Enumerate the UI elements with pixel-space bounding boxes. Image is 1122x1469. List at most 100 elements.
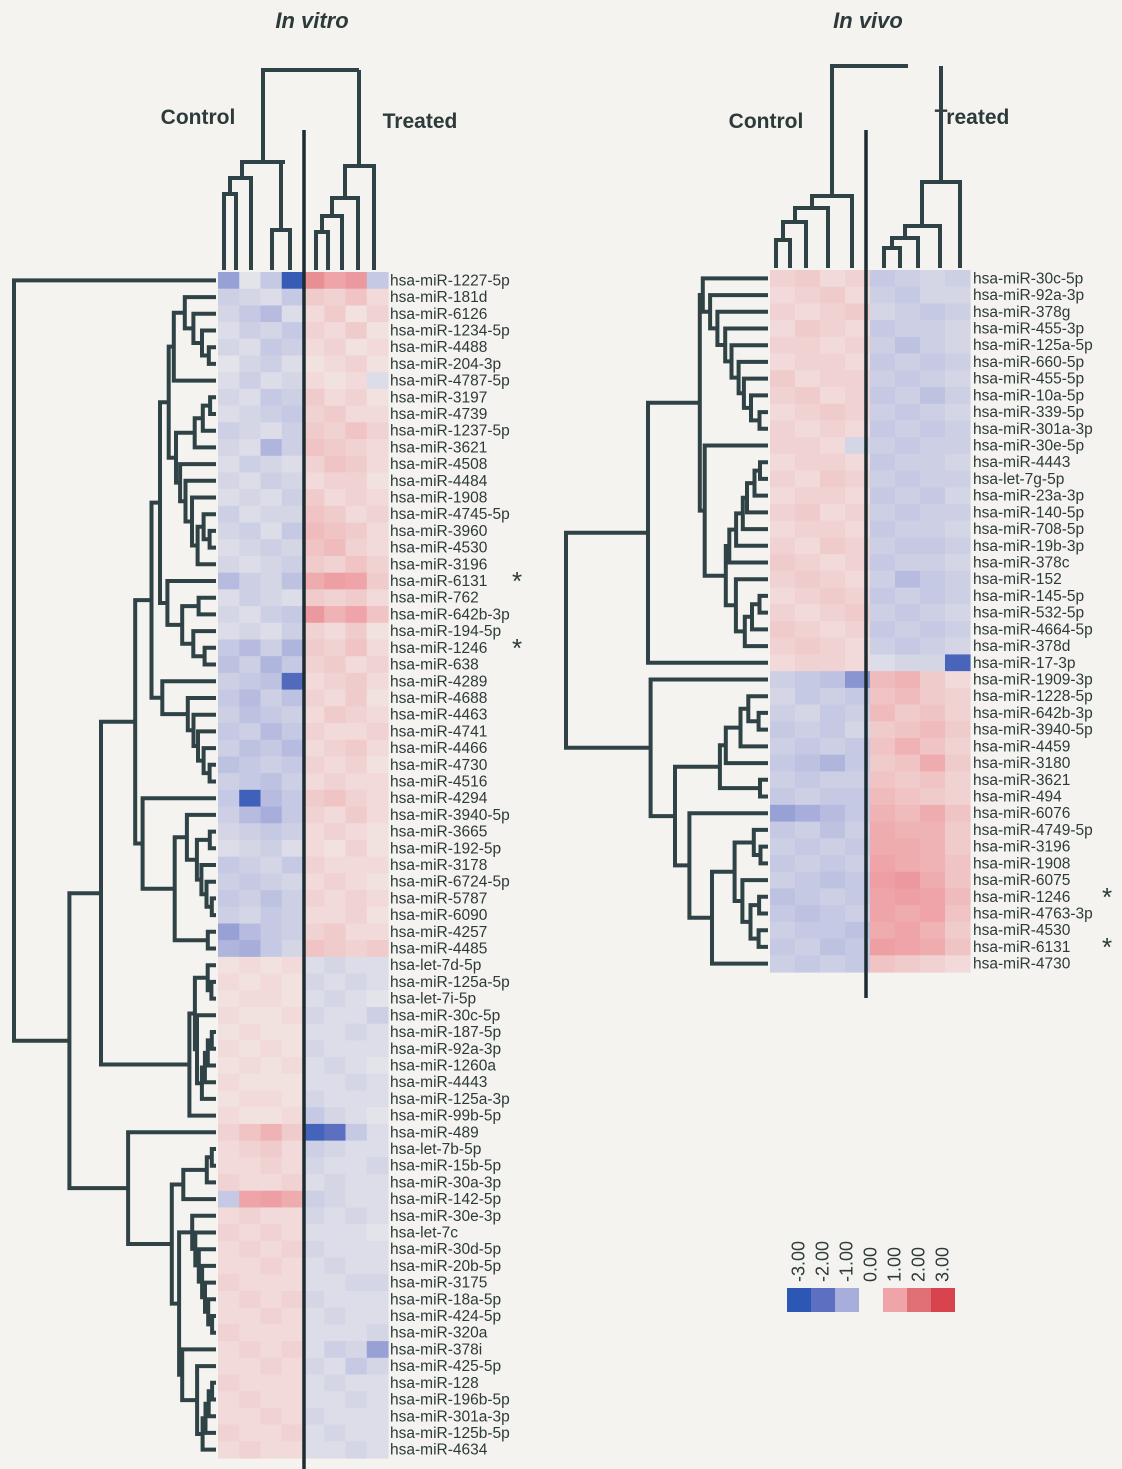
heatmap-cell-hsa-mir-4664-5p-c1	[770, 621, 796, 639]
heatmap-cell-hsa-mir-489-c4	[281, 1123, 304, 1142]
significance-marker: *	[1102, 932, 1112, 962]
heatmap-cell-hsa-mir-4459-c8	[945, 738, 971, 756]
heatmap-cell-hsa-mir-494-c7	[920, 788, 946, 806]
heatmap-cell-hsa-mir-6090-c2	[239, 906, 262, 925]
row-label-hsa-mir-6724-5p: hsa-miR-6724-5p	[390, 874, 510, 891]
heatmap-cell-hsa-mir-3960-c7	[345, 522, 368, 540]
heatmap-cell-hsa-mir-1246-c6	[324, 639, 347, 657]
heatmap-cell-hsa-mir-1246-c5	[303, 639, 325, 657]
heatmap-cell-hsa-mir-1237-5p-c2	[239, 422, 262, 440]
legend-tick-label: 2.00	[908, 1247, 928, 1282]
heatmap-cell-hsa-mir-181d-c1	[218, 288, 240, 306]
row-label-hsa-mir-424-5p: hsa-miR-424-5p	[390, 1308, 501, 1325]
heatmap-cell-hsa-mir-1234-5p-c3	[260, 322, 283, 340]
heatmap-cell-hsa-mir-3621-c6	[324, 439, 347, 457]
heatmap-cell-hsa-mir-6076-c7	[920, 804, 946, 823]
heatmap-cell-hsa-mir-3196-c8	[945, 838, 971, 856]
heatmap-cell-hsa-mir-6724-5p-c1	[218, 873, 240, 891]
row-label-hsa-mir-6131: hsa-miR-6131	[390, 573, 487, 590]
row-label-hsa-mir-30c-5p: hsa-miR-30c-5p	[973, 270, 1083, 287]
heatmap-cell-hsa-mir-4749-5p-c4	[845, 821, 871, 839]
heatmap-cell-hsa-mir-532-5p-c6	[895, 604, 921, 622]
heatmap-cell-hsa-mir-4530-c6	[895, 921, 921, 940]
heatmap-cell-hsa-mir-4763-3p-c6	[895, 905, 921, 923]
significance-marker: *	[1102, 882, 1112, 912]
heatmap-cell-hsa-mir-455-5p-c5	[870, 370, 896, 388]
heatmap-cell-hsa-mir-145-5p-c5	[870, 587, 896, 605]
heatmap-cell-hsa-mir-1228-5p-c4	[845, 687, 871, 706]
heatmap-cell-hsa-mir-128-c3	[260, 1374, 283, 1392]
heatmap-cell-hsa-mir-6724-5p-c3	[260, 873, 283, 891]
row-label-hsa-mir-140-5p: hsa-miR-140-5p	[973, 504, 1084, 521]
row-label-hsa-mir-125b-5p: hsa-miR-125b-5p	[390, 1425, 510, 1442]
heatmap-cell-hsa-mir-6075-c7	[920, 871, 946, 890]
heatmap-cell-hsa-mir-1908-c3	[260, 489, 283, 507]
heatmap-cell-hsa-mir-204-3p-c1	[218, 355, 240, 373]
heatmap-cell-hsa-mir-3621-c5	[870, 771, 896, 789]
heatmap-cell-hsa-mir-532-5p-c2	[795, 604, 821, 622]
heatmap-cell-hsa-mir-642b-3p-c1	[770, 704, 796, 722]
heatmap-cell-hsa-mir-4530-c4	[845, 921, 871, 940]
heatmap-cell-hsa-mir-1909-3p-c5	[870, 671, 896, 689]
heatmap-cell-hsa-mir-4688-c5	[303, 689, 325, 707]
heatmap-cell-hsa-mir-4484-c5	[303, 472, 325, 490]
heatmap-cell-hsa-mir-1227-5p-c5	[303, 272, 325, 290]
heatmap-cell-hsa-mir-4443-c5	[303, 1073, 325, 1092]
heatmap-cell-hsa-mir-6131-c1	[770, 938, 796, 956]
heatmap-cell-hsa-mir-4488-c8	[366, 338, 389, 357]
heatmap-cell-hsa-mir-3178-c4	[281, 856, 304, 874]
heatmap-cell-hsa-mir-187-5p-c4	[281, 1023, 304, 1041]
heatmap-cell-hsa-mir-3960-c5	[303, 522, 325, 540]
heatmap-cell-hsa-mir-4294-c5	[303, 789, 325, 808]
row-label-hsa-mir-339-5p: hsa-miR-339-5p	[973, 404, 1084, 421]
heatmap-cell-hsa-mir-194-5p-c3	[260, 622, 283, 641]
heatmap-cell-hsa-mir-3621-c7	[920, 771, 946, 789]
heatmap-cell-hsa-mir-140-5p-c7	[920, 504, 946, 522]
heatmap-cell-hsa-mir-99b-5p-c8	[366, 1107, 389, 1125]
legend-swatch	[787, 1288, 811, 1312]
heatmap-cell-hsa-mir-1908-c1	[770, 855, 796, 873]
heatmap-cell-hsa-mir-4484-c8	[366, 472, 389, 490]
heatmap-cell-hsa-mir-30a-3p-c8	[366, 1174, 389, 1192]
row-label-hsa-mir-1237-5p: hsa-miR-1237-5p	[390, 423, 510, 440]
heatmap-cell-hsa-mir-4257-c3	[260, 923, 283, 941]
heatmap-cell-hsa-mir-455-3p-c3	[820, 320, 846, 338]
heatmap-cell-hsa-mir-1260a-c6	[324, 1057, 347, 1075]
heatmap-cell-hsa-mir-18a-5p-c2	[239, 1290, 262, 1309]
heatmap-cell-hsa-mir-425-5p-c8	[366, 1357, 389, 1376]
heatmap-cell-hsa-mir-6131-c8	[366, 572, 389, 590]
row-label-hsa-mir-196b-5p: hsa-miR-196b-5p	[390, 1392, 510, 1409]
heatmap-cell-hsa-mir-125a-3p-c6	[324, 1090, 347, 1108]
heatmap-cell-hsa-mir-1908-c7	[345, 489, 368, 507]
heatmap-cell-hsa-mir-1227-5p-c6	[324, 272, 347, 290]
heatmap-cell-hsa-mir-4745-5p-c5	[303, 505, 325, 524]
heatmap-cell-hsa-mir-4516-c3	[260, 773, 283, 791]
heatmap-cell-hsa-mir-4787-5p-c4	[281, 372, 304, 390]
heatmap-cell-hsa-mir-532-5p-c4	[845, 604, 871, 622]
heatmap-cell-hsa-mir-10a-5p-c8	[945, 387, 971, 405]
heatmap-cell-hsa-mir-378c-c6	[895, 554, 921, 572]
row-label-hsa-let-7d-5p: hsa-let-7d-5p	[390, 957, 481, 974]
heatmap-cell-hsa-mir-4745-5p-c4	[281, 505, 304, 524]
heatmap-cell-hsa-mir-4664-5p-c3	[820, 621, 846, 639]
heatmap-cell-hsa-mir-181d-c8	[366, 288, 389, 306]
heatmap-cell-hsa-mir-92a-3p-c8	[366, 1040, 389, 1058]
heatmap-cell-hsa-mir-4484-c6	[324, 472, 347, 490]
heatmap-cell-hsa-mir-642b-3p-c5	[870, 704, 896, 722]
heatmap-cell-hsa-mir-339-5p-c4	[845, 403, 871, 422]
heatmap-cell-hsa-mir-92a-3p-c6	[895, 286, 921, 305]
heatmap-cell-hsa-mir-1227-5p-c4	[281, 272, 304, 290]
heatmap-cell-hsa-mir-18a-5p-c5	[303, 1290, 325, 1309]
heatmap-cell-hsa-mir-4741-c2	[239, 723, 262, 741]
heatmap-cell-hsa-mir-5787-c3	[260, 890, 283, 908]
row-label-hsa-mir-4443: hsa-miR-4443	[973, 454, 1070, 471]
heatmap-cell-hsa-mir-1908-c5	[870, 855, 896, 873]
heatmap-cell-hsa-mir-23a-3p-c2	[795, 487, 821, 505]
heatmap-cell-hsa-mir-30c-5p-c8	[945, 270, 971, 288]
row-label-hsa-mir-23a-3p: hsa-miR-23a-3p	[973, 488, 1084, 505]
row-label-hsa-mir-1909-3p: hsa-miR-1909-3p	[973, 672, 1093, 689]
heatmap-cell-hsa-mir-128-c1	[218, 1374, 240, 1392]
heatmap-cell-hsa-mir-1228-5p-c2	[795, 687, 821, 706]
heatmap-cell-hsa-mir-140-5p-c6	[895, 504, 921, 522]
in-vivo-panel: In vivo Control Treated hsa-miR-30c-5phs…	[564, 8, 1112, 998]
